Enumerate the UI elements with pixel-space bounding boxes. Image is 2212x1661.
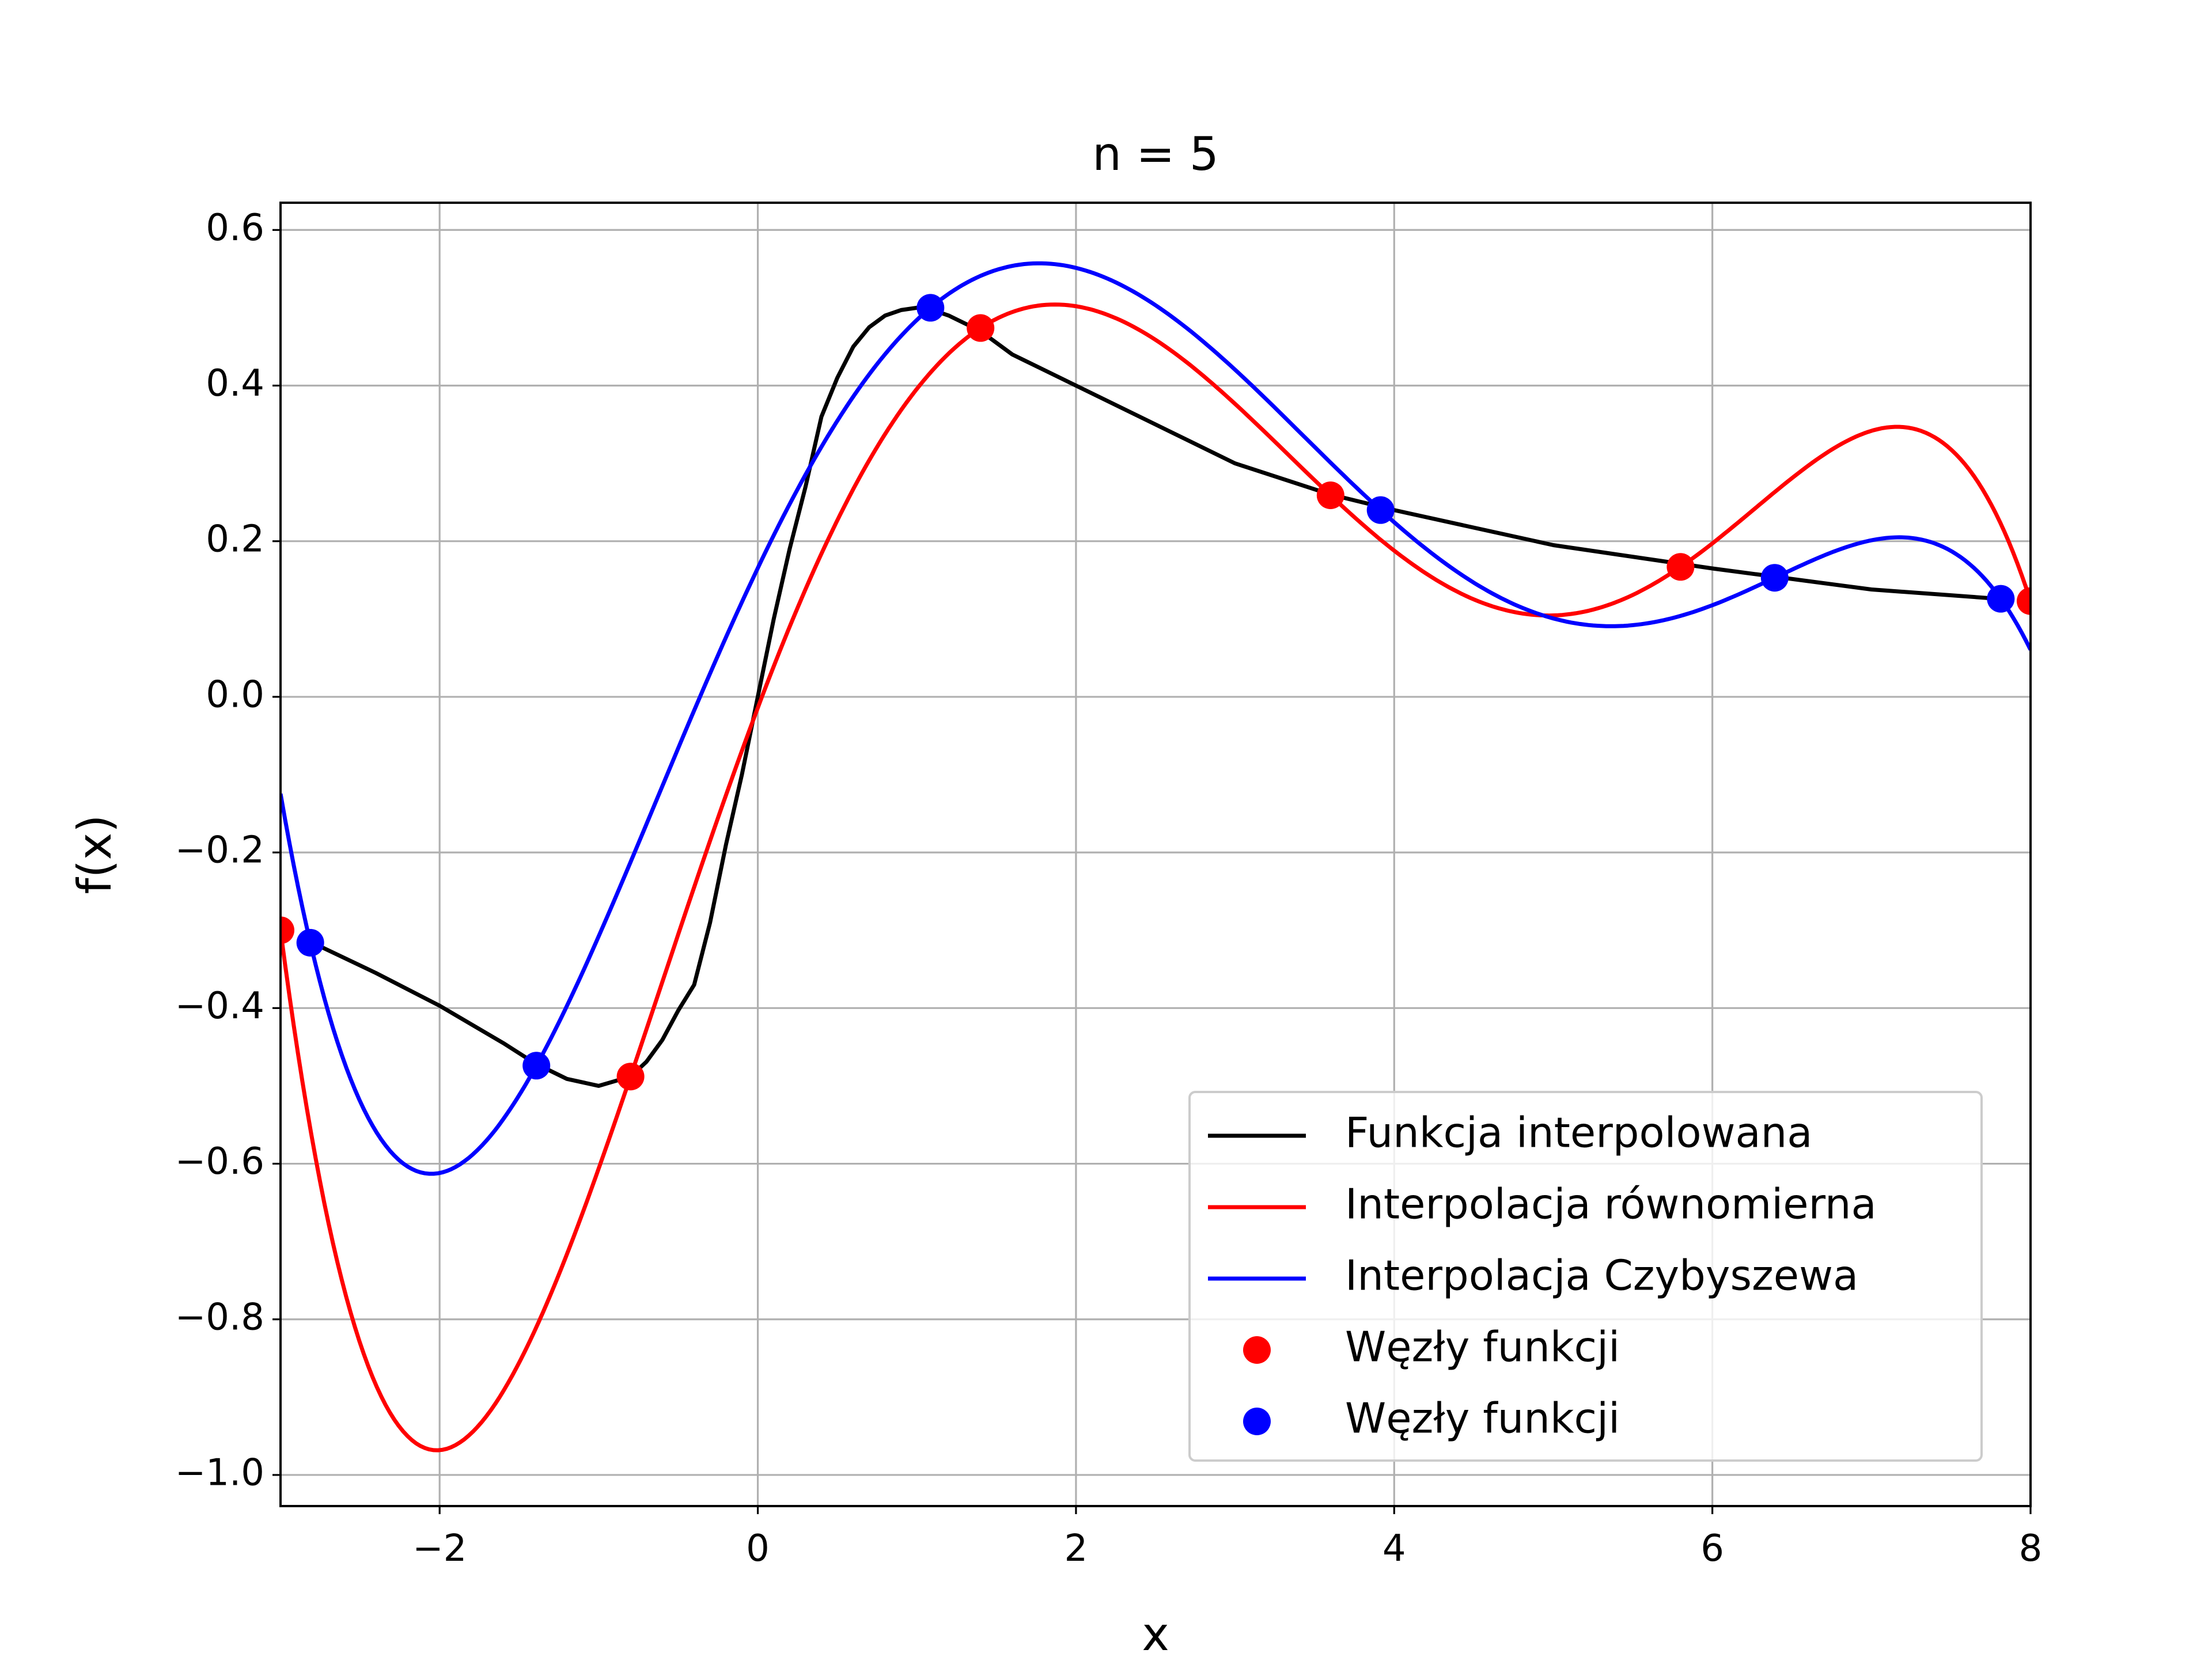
y-tick-label: −0.4 (175, 985, 264, 1027)
y-axis-label: f(x) (68, 815, 122, 894)
data-point (1666, 553, 1695, 581)
chart-title: n = 5 (1092, 127, 1219, 181)
data-point (296, 928, 324, 957)
y-tick-label: 0.6 (206, 207, 264, 249)
x-tick-label: 8 (2019, 1527, 2043, 1570)
data-point (281, 916, 294, 945)
y-tick-label: −0.2 (175, 829, 264, 872)
grid-layer (281, 203, 2032, 1506)
y-tick-label: 0.0 (206, 673, 264, 716)
plot-frame (279, 202, 2032, 1507)
data-point (522, 1052, 551, 1080)
tick-layer: −2 0 2 4 6 8 0.6 0.4 0.2 0.0 −0.2 −0.4 −0.6 −0.8 −1.0 (175, 207, 2043, 1570)
legend: Funkcja interpolowana Interpolacja równom… (1188, 1091, 1983, 1462)
legend-label: Interpolacja Czybyszewa (1345, 1252, 1858, 1300)
legend-label: Funkcja interpolowana (1345, 1109, 1812, 1157)
legend-label: Węzły funkcji (1345, 1394, 1620, 1443)
series-layer (281, 261, 2031, 1453)
data-point (1366, 496, 1395, 524)
data-point (916, 294, 945, 322)
series-line (311, 305, 1999, 1088)
y-tick-label: −0.6 (175, 1140, 264, 1183)
y-tick-label: 0.2 (206, 518, 264, 560)
legend-box (1188, 1091, 1983, 1462)
legend-label: Węzły funkcji (1345, 1323, 1620, 1371)
x-tick-label: 4 (1382, 1527, 1406, 1570)
x-tick-label: 6 (1700, 1527, 1724, 1570)
series-line (281, 302, 2031, 1453)
y-tick-label: 0.4 (206, 362, 264, 405)
legend-label: Interpolacja równomierna (1345, 1180, 1877, 1228)
x-tick-label: 2 (1065, 1527, 1088, 1570)
x-tick-label: −2 (412, 1527, 467, 1570)
legend-point-swatch (1243, 1336, 1271, 1364)
x-tick-label: 0 (746, 1527, 770, 1570)
data-point (1316, 481, 1344, 509)
data-point (2017, 587, 2031, 615)
x-axis-label: x (1142, 1607, 1169, 1659)
series-line (281, 261, 2031, 1176)
y-tick-label: −1.0 (175, 1452, 264, 1495)
data-point (616, 1063, 645, 1091)
data-point (967, 314, 995, 342)
data-point (1760, 564, 1789, 592)
y-tick-label: −0.8 (175, 1296, 264, 1338)
data-point (1987, 585, 2015, 613)
legend-point-swatch (1243, 1408, 1271, 1435)
